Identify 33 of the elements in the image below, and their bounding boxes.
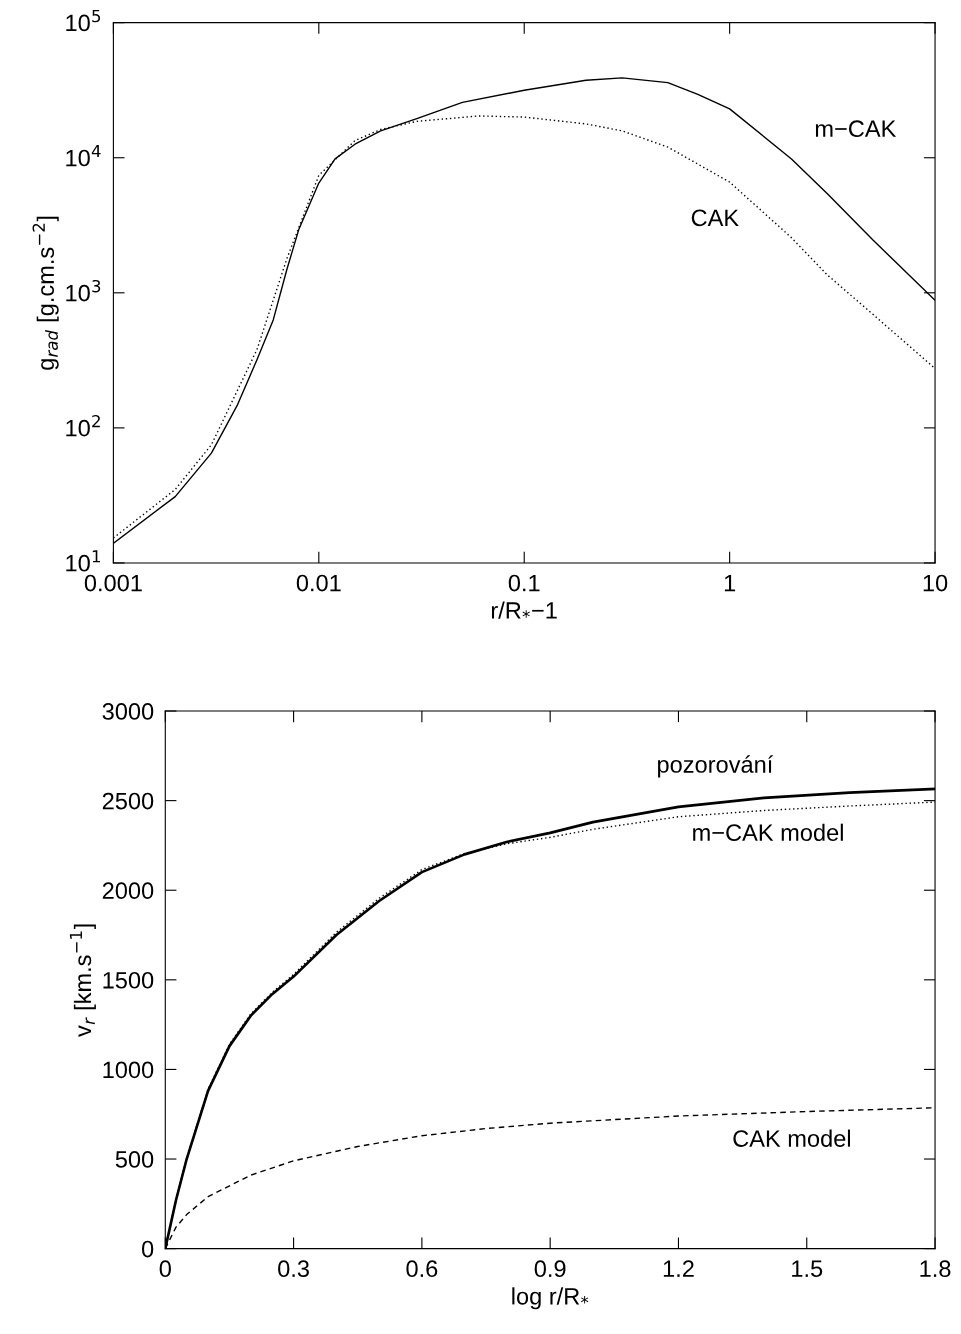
y-tick-label: 2500 [102, 792, 154, 810]
x-tick-label: 0.3 [278, 1260, 309, 1278]
series-label: m−CAK model [693, 823, 843, 842]
x-axis-title: r/R$_{*}$−1 [491, 601, 557, 619]
x-tick-label: 0.01 [296, 574, 341, 592]
series-label: CAK [691, 209, 739, 227]
y-tick-label: 10$^{3}$ [66, 279, 101, 302]
y-tick-label: 500 [115, 1151, 154, 1168]
x-tick-label: 10 [923, 574, 948, 592]
series-label: pozorování [658, 755, 774, 778]
y-tick-label: 0 [141, 1240, 154, 1258]
y-tick-label: 2000 [102, 882, 154, 900]
y-tick-label: 1500 [103, 971, 154, 989]
y-axis-title: v$_{r}$ [km.s$^{−1}$] [69, 924, 96, 1037]
x-tick-label: 0.1 [508, 574, 540, 592]
y-axis-title: g$_{rad}$ [g.cm.s$^{−2}$] [32, 216, 59, 370]
x-tick-label: 1.2 [663, 1260, 694, 1277]
x-tick-label: 0.001 [84, 574, 142, 592]
y-tick-label: 1000 [103, 1061, 154, 1079]
x-tick-label: 0 [159, 1260, 171, 1278]
series-label: CAK model [733, 1129, 851, 1147]
x-tick-label: 1.8 [920, 1260, 951, 1278]
x-axis-title: log r/R$_{*}$ [512, 1287, 589, 1310]
x-tick-label: 1 [724, 574, 736, 592]
x-tick-label: 0.6 [406, 1260, 438, 1278]
y-tick-label: 3000 [102, 703, 154, 720]
x-tick-label: 1.5 [792, 1260, 823, 1278]
y-tick-label: 10$^{1}$ [66, 550, 100, 572]
y-tick-label: 10$^{4}$ [66, 145, 101, 167]
x-tick-label: 0.9 [534, 1260, 566, 1278]
y-tick-label: 10$^{2}$ [66, 414, 100, 437]
series-label: m−CAK [815, 120, 897, 138]
y-tick-label: 10$^{5}$ [66, 9, 101, 32]
